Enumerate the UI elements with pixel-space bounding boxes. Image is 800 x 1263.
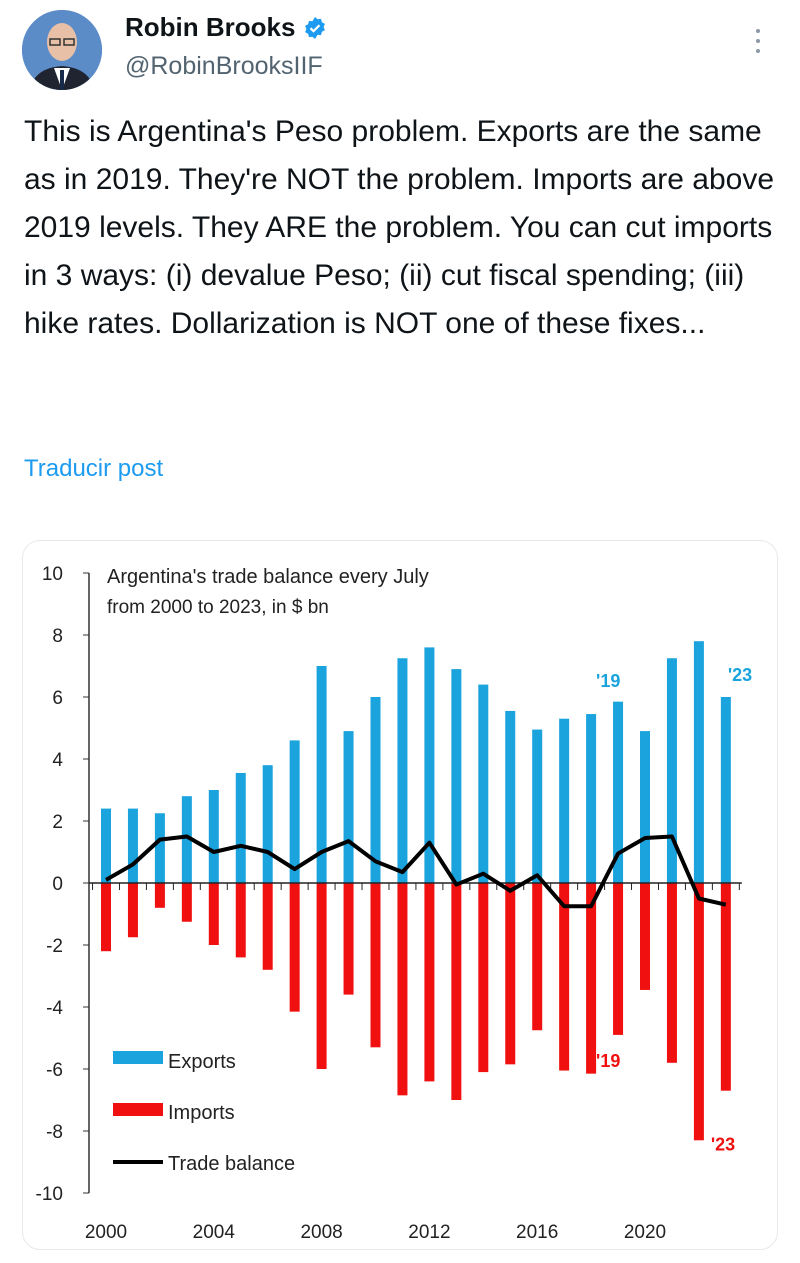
x-tick-label: 2004 <box>193 1222 236 1243</box>
y-tick-label: 6 <box>52 688 63 709</box>
export-bar <box>181 796 192 883</box>
post-text: This is Argentina's Peso problem. Export… <box>24 115 774 340</box>
export-bar <box>154 813 165 883</box>
legend-swatch-exports <box>113 1051 163 1064</box>
import-bar <box>532 883 543 1031</box>
y-tick-label: -4 <box>46 998 63 1019</box>
chart-title: Argentina's trade balance every July <box>107 566 429 588</box>
export-bar <box>451 669 462 883</box>
export-bar <box>316 666 327 883</box>
import-bar <box>154 883 165 908</box>
y-tick-label: 10 <box>42 564 63 585</box>
import-bar <box>289 883 300 1012</box>
export-bar <box>586 714 597 883</box>
y-tick-label: -6 <box>46 1060 63 1081</box>
y-tick-label: -2 <box>46 936 63 957</box>
legend-label-exports: Exports <box>168 1051 236 1073</box>
trade-balance-line <box>105 834 727 909</box>
export-bar <box>693 641 704 883</box>
legend-label-imports: Imports <box>168 1102 235 1124</box>
x-tick-label: 2000 <box>85 1222 127 1243</box>
annotation-label: '19 <box>596 671 620 691</box>
author-name-text: Robin Brooks <box>125 12 296 42</box>
export-bar <box>208 790 219 883</box>
x-tick-label: 2016 <box>516 1222 558 1243</box>
avatar-photo <box>22 10 102 90</box>
y-tick-label: 2 <box>52 812 63 833</box>
export-bar <box>262 765 273 883</box>
x-tick-label: 2012 <box>408 1222 450 1243</box>
import-bar <box>181 883 192 922</box>
export-bar <box>613 701 624 883</box>
export-bar <box>478 684 489 883</box>
import-bar <box>316 883 327 1069</box>
import-bar <box>586 883 597 1074</box>
y-tick-label: 4 <box>52 750 63 771</box>
import-bar <box>720 883 731 1091</box>
translate-post-link[interactable]: Traducir post <box>24 455 164 482</box>
legend-label-balance: Trade balance <box>168 1153 295 1175</box>
y-tick-label: 0 <box>52 874 63 895</box>
export-bar <box>127 808 138 883</box>
x-tick-label: 2008 <box>300 1222 342 1243</box>
export-bar <box>370 697 381 883</box>
chart-card[interactable]: Argentina's trade balance every July fro… <box>22 540 778 1250</box>
y-tick-label: -10 <box>36 1184 63 1205</box>
import-bar <box>613 883 624 1035</box>
import-bar <box>370 883 381 1048</box>
export-bar <box>343 731 354 883</box>
avatar[interactable] <box>22 10 102 90</box>
export-bar <box>666 658 677 883</box>
import-bar <box>451 883 462 1100</box>
export-bar <box>235 772 246 883</box>
legend: Exports Imports Trade balance <box>113 1051 295 1175</box>
author-handle[interactable]: @RobinBrooksIIF <box>125 52 323 80</box>
import-bar <box>559 883 570 1071</box>
export-bar <box>532 729 543 883</box>
export-bar <box>424 647 435 883</box>
import-bar <box>424 883 435 1082</box>
export-bar <box>505 710 516 883</box>
import-bar <box>101 883 111 952</box>
export-bar <box>101 808 111 883</box>
verified-badge-icon <box>305 16 326 39</box>
export-bar <box>559 718 570 883</box>
import-bar <box>640 883 650 990</box>
author-name[interactable]: Robin Brooks <box>125 12 327 43</box>
y-tick-label: 8 <box>52 626 63 647</box>
export-bar <box>289 740 300 883</box>
import-bar <box>127 883 138 938</box>
import-bar <box>666 883 677 1063</box>
chart-subtitle: from 2000 to 2023, in $ bn <box>107 597 329 618</box>
export-bar <box>720 697 731 883</box>
more-options-icon[interactable] <box>752 26 764 56</box>
export-bar <box>640 731 650 883</box>
annotation-label: '19 <box>596 1051 620 1071</box>
import-bar <box>208 883 219 945</box>
legend-swatch-imports <box>113 1103 163 1116</box>
export-bar <box>397 658 408 883</box>
import-bar <box>262 883 273 970</box>
import-bar <box>235 883 246 958</box>
annotation-label: '23 <box>728 665 752 685</box>
import-bar <box>343 883 354 995</box>
import-bar <box>397 883 408 1096</box>
annotation-label: '23 <box>711 1134 735 1154</box>
import-bar <box>478 883 489 1073</box>
x-tick-label: 2020 <box>624 1222 666 1243</box>
y-tick-label: -8 <box>46 1122 63 1143</box>
trade-balance-chart: Argentina's trade balance every July fro… <box>36 564 753 1243</box>
import-bar <box>505 883 516 1065</box>
import-bar <box>693 883 704 1141</box>
